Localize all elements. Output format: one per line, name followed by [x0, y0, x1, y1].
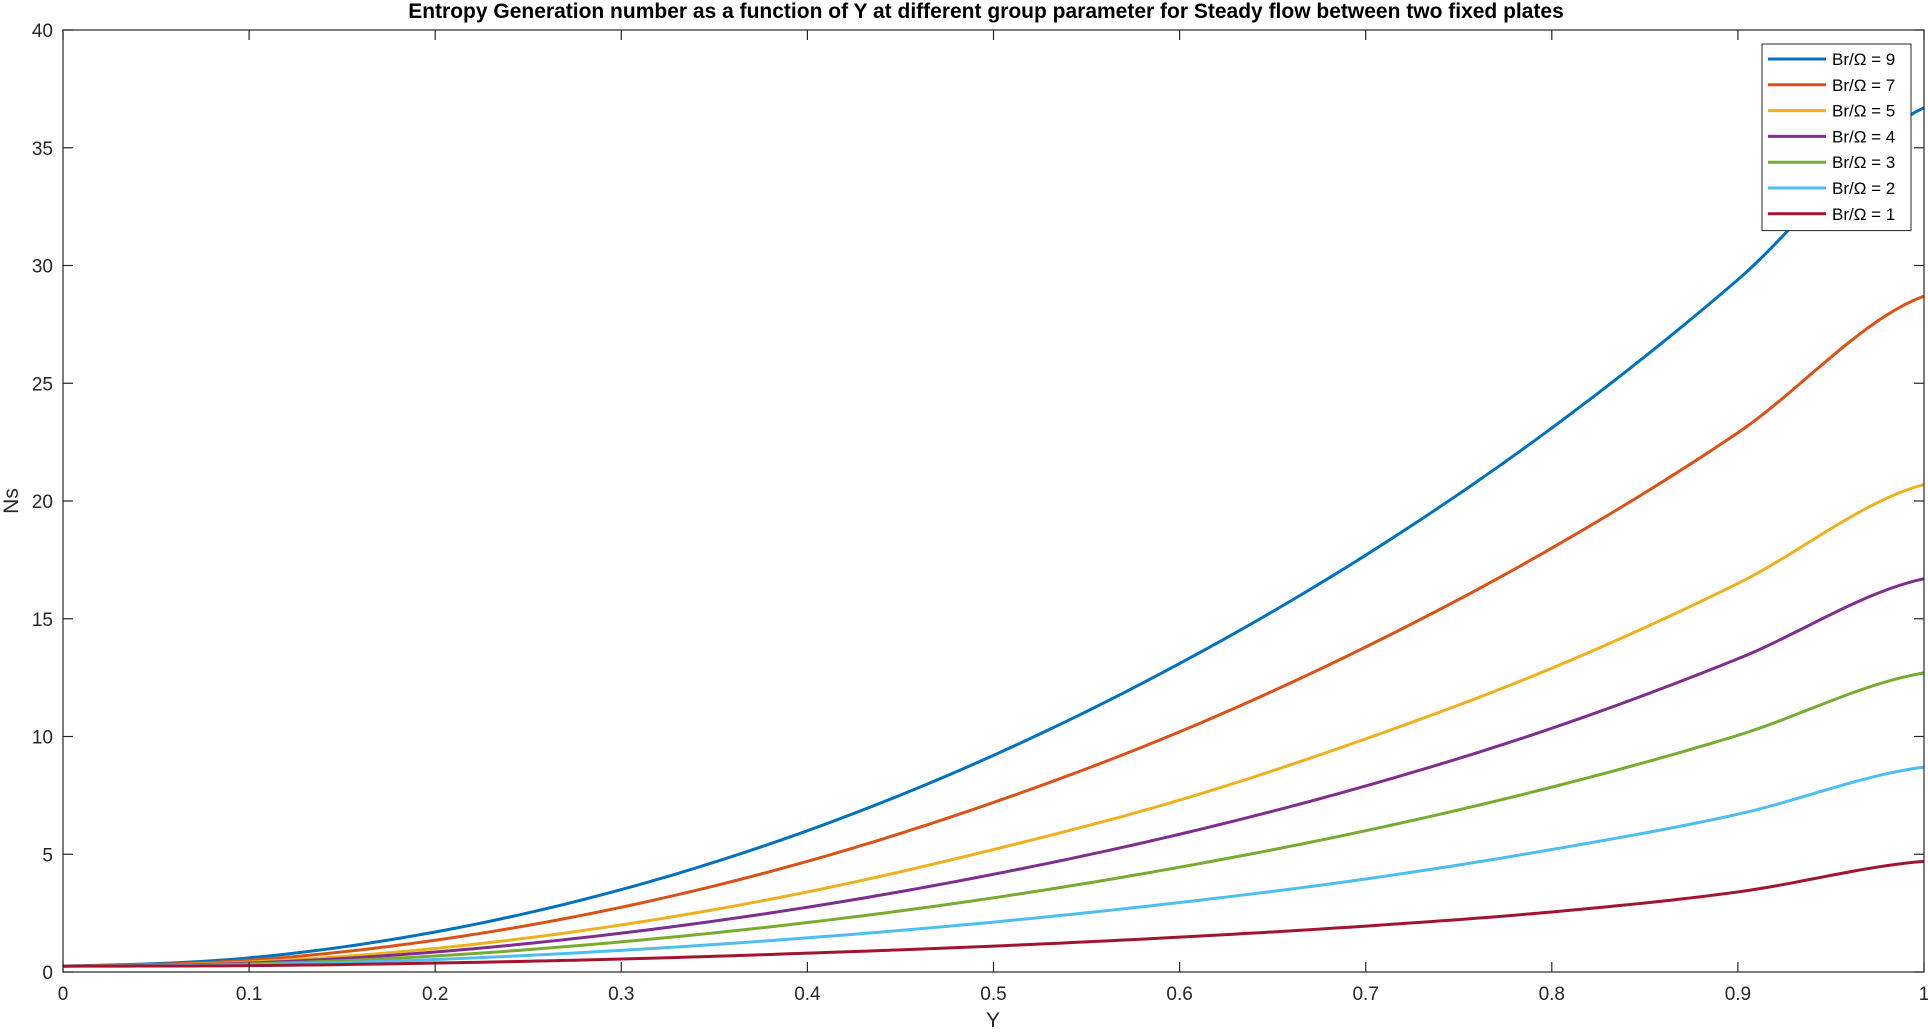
- y-axis-label: Ns: [0, 488, 23, 514]
- y-tick-label: 20: [32, 492, 53, 513]
- y-tick-label: 15: [32, 610, 53, 631]
- x-tick-label: 0.5: [980, 984, 1006, 1005]
- x-tick-label: 0.6: [1166, 984, 1192, 1005]
- x-tick-label: 0.3: [608, 984, 634, 1005]
- y-tick-label: 35: [32, 139, 53, 160]
- y-tick-label: 10: [32, 728, 53, 749]
- y-tick-label: 5: [42, 845, 53, 866]
- axes-layer: 0 0.1 0.2 0.3 0.4 0.5 0.6 0.7 0.8 0.9 105101520253…: [32, 21, 1928, 1005]
- legend-label-1: Br/Ω = 9: [1832, 50, 1895, 69]
- legend-label-6: Br/Ω = 2: [1832, 179, 1895, 198]
- legend-label-2: Br/Ω = 7: [1832, 76, 1895, 95]
- series-line-5: [62, 671, 1925, 968]
- x-tick-label: 0.9: [1725, 984, 1751, 1005]
- plot-background: [63, 30, 1924, 972]
- x-tick-label: 0: [58, 984, 69, 1005]
- series-line-1: [62, 106, 1925, 968]
- legend-label-4: Br/Ω = 4: [1832, 127, 1895, 146]
- legend-label-3: Br/Ω = 5: [1832, 102, 1895, 121]
- series-line-6: [62, 765, 1925, 968]
- x-tick-label: 0.2: [422, 984, 448, 1005]
- series-layer: [62, 106, 1925, 968]
- x-tick-label: 0.7: [1352, 984, 1378, 1005]
- x-tick-label: 0.1: [236, 984, 262, 1005]
- y-tick-label: 30: [32, 257, 53, 278]
- plot-area: [63, 30, 1924, 972]
- chart-title: Entropy Generation number as a function …: [408, 0, 1564, 23]
- x-tick-label: 0.8: [1539, 984, 1565, 1005]
- x-axis-label: Y: [986, 1009, 1000, 1032]
- series-line-4: [62, 577, 1925, 968]
- legend-label-5: Br/Ω = 3: [1832, 153, 1895, 172]
- legend: Br/Ω = 9 Br/Ω = 7 Br/Ω = 5 Br/Ω = 4 Br/Ω = 3…: [1761, 43, 1912, 232]
- x-tick-label: 1: [1919, 984, 1928, 1005]
- series-line-7: [62, 859, 1925, 968]
- x-tick-label: 0.4: [794, 984, 821, 1005]
- y-tick-label: 0: [42, 963, 53, 984]
- y-tick-label: 25: [32, 374, 53, 395]
- y-tick-label: 40: [32, 21, 53, 42]
- series-line-3: [62, 483, 1925, 968]
- legend-label-7: Br/Ω = 1: [1832, 205, 1895, 224]
- series-line-2: [62, 294, 1925, 968]
